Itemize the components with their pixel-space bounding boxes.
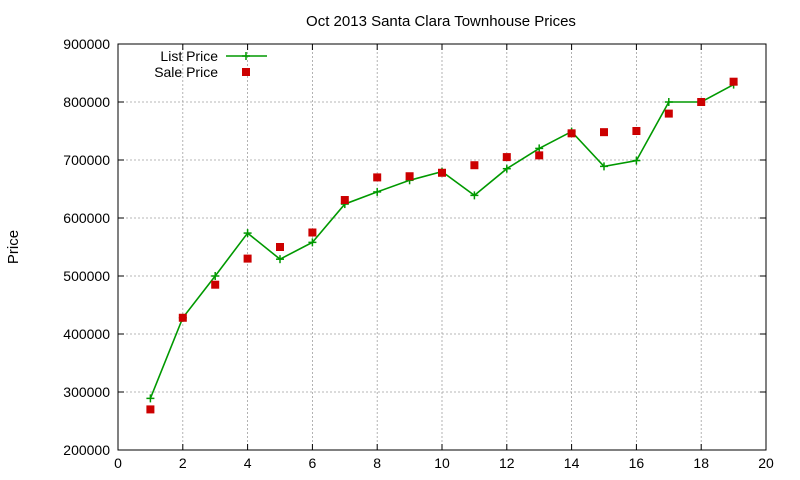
y-axis-label: Price xyxy=(5,230,22,264)
sale-price-point xyxy=(211,280,220,289)
list-price-point xyxy=(502,164,511,173)
chart-title: Oct 2013 Santa Clara Townhouse Prices xyxy=(306,13,576,30)
axis-ticks: 0 2 4 6 8 10 12 14 16 18 20 200000 300000 400000 50000… xyxy=(63,36,774,471)
list-price-point xyxy=(632,156,641,165)
x-tick-label: 8 xyxy=(373,455,381,471)
sale-price-point xyxy=(340,196,349,205)
sale-price-point xyxy=(178,313,187,322)
list-price-point xyxy=(373,187,382,196)
sale-price-point xyxy=(146,405,155,414)
x-tick-label: 6 xyxy=(309,455,317,471)
x-tick-label: 16 xyxy=(629,455,645,471)
x-tick-label: 14 xyxy=(564,455,580,471)
list-price-point xyxy=(664,98,673,106)
x-tick-label: 0 xyxy=(114,455,122,471)
sale-price-point xyxy=(373,173,382,182)
sale-price-point xyxy=(276,243,284,251)
sale-price-point xyxy=(405,172,414,181)
sale-price-point xyxy=(308,228,317,237)
sale-price-point xyxy=(567,129,576,138)
y-tick-label: 300000 xyxy=(63,384,110,400)
x-tick-label: 4 xyxy=(244,455,252,471)
x-tick-label: 2 xyxy=(179,455,187,471)
list-price-point xyxy=(211,272,220,280)
legend-marker xyxy=(242,52,250,60)
sale-price-point xyxy=(243,254,252,263)
list-price-point xyxy=(146,394,155,403)
y-tick-label: 600000 xyxy=(63,210,110,226)
plot-frame xyxy=(117,43,767,451)
grid xyxy=(118,44,766,450)
sale-price-point xyxy=(729,77,738,86)
list-price-point xyxy=(243,229,252,238)
y-tick-label: 400000 xyxy=(63,326,110,342)
series xyxy=(146,77,738,414)
y-tick-label: 200000 xyxy=(63,442,110,458)
x-tick-label: 12 xyxy=(499,455,515,471)
sale-price-point xyxy=(697,98,706,106)
y-tick-label: 800000 xyxy=(63,94,110,110)
y-tick-label: 700000 xyxy=(63,152,110,168)
legend-marker xyxy=(242,68,250,76)
list-price-point xyxy=(600,162,608,171)
list-price-point xyxy=(535,144,544,153)
legend-label: List Price xyxy=(160,48,218,64)
sale-price-point xyxy=(632,127,641,135)
y-tick-label: 900000 xyxy=(63,36,110,52)
list-price-point xyxy=(470,191,479,200)
x-tick-label: 18 xyxy=(693,455,709,471)
sale-price-point xyxy=(470,161,479,170)
sale-price-point xyxy=(664,109,673,118)
legend-label: Sale Price xyxy=(154,64,218,80)
sale-price-point xyxy=(438,168,446,177)
y-tick-label: 500000 xyxy=(63,268,110,284)
list-price-point xyxy=(308,238,317,247)
sale-price-point xyxy=(535,151,544,160)
x-tick-label: 10 xyxy=(434,455,450,471)
sale-price-point xyxy=(600,128,608,137)
sale-price-point xyxy=(502,153,511,162)
x-tick-label: 20 xyxy=(758,455,774,471)
list-price-point xyxy=(276,255,284,264)
